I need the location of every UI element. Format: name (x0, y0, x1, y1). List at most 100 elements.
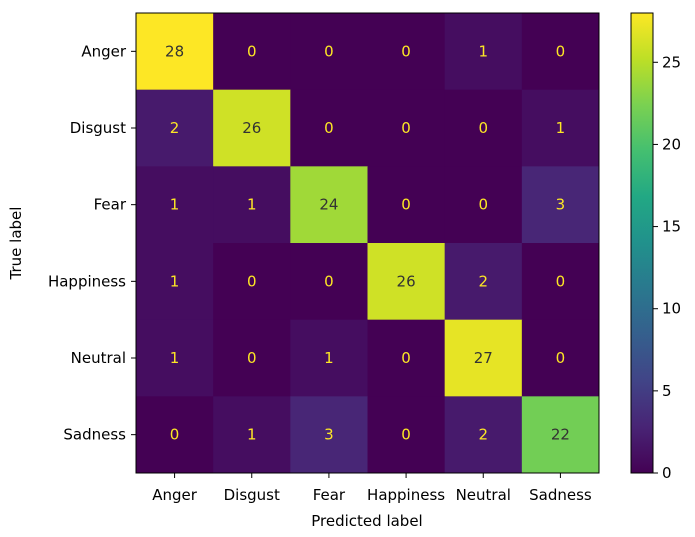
heatmap-cell (444, 89, 523, 167)
y-tick-label: Neutral (71, 349, 126, 367)
heatmap-cell (136, 89, 214, 167)
cell-value-label: 0 (556, 272, 566, 290)
cell-value-label: 2 (478, 272, 488, 290)
heatmap-cell (367, 166, 446, 244)
y-tick-label: Sadness (63, 426, 126, 444)
heatmap-cell (290, 166, 368, 244)
colorbar-tick-label: 10 (662, 300, 681, 318)
cell-value-label: 0 (324, 119, 334, 137)
heatmap-cell (136, 319, 214, 397)
y-axis-label: True label (7, 207, 25, 281)
colorbar-ticks: 0 5 10 15 20 25 (653, 53, 681, 482)
cell-value-label: 0 (324, 42, 334, 60)
cell-value-label: 2 (170, 119, 180, 137)
heatmap-cell (290, 396, 368, 474)
cell-value-label: 1 (170, 349, 180, 367)
heatmap-cell (521, 89, 600, 167)
heatmap-cell (213, 396, 291, 474)
heatmap-cell (290, 13, 368, 91)
heatmap-cell (521, 166, 600, 244)
heatmap-cells (136, 13, 600, 474)
cell-value-label: 0 (401, 119, 411, 137)
heatmap-cell (521, 319, 600, 397)
heatmap-cell (444, 243, 523, 321)
heatmap-cell (213, 166, 291, 244)
colorbar-tick-label: 0 (662, 464, 672, 482)
cell-value-label: 1 (247, 426, 257, 444)
colorbar-tick-label: 15 (662, 218, 681, 236)
y-tick-label: Happiness (48, 272, 126, 290)
x-tick-label: Disgust (224, 486, 280, 504)
heatmap-cell (213, 89, 291, 167)
cell-value-label: 1 (170, 196, 180, 214)
heatmap-cell (521, 13, 600, 91)
heatmap-cell (136, 166, 214, 244)
cell-value-label: 0 (556, 42, 566, 60)
heatmap-cell (367, 319, 446, 397)
heatmap-cell (367, 243, 446, 321)
cell-value-label: 24 (319, 196, 338, 214)
y-tick-label: Disgust (70, 119, 126, 137)
colorbar-tick-label: 5 (662, 382, 672, 400)
x-axis-ticks: Anger Disgust Fear Happiness Neutral Sadness (152, 473, 592, 504)
cell-value-label: 1 (170, 272, 180, 290)
cell-value-labels: 28 0 0 0 1 0 2 26 0 0 0 1 1 1 24 0 0 3 1 0 0 26 2 0 1 0 1 0 27 0 0 1 3 0 2… (165, 42, 570, 443)
x-tick-label: Sadness (529, 486, 592, 504)
cell-value-label: 0 (556, 349, 566, 367)
heatmap-cell (521, 396, 600, 474)
cell-value-label: 0 (401, 196, 411, 214)
cell-value-label: 22 (551, 426, 570, 444)
heatmap-cell (290, 319, 368, 397)
colorbar-tick-label: 20 (662, 135, 681, 153)
cell-value-label: 26 (397, 272, 416, 290)
x-tick-label: Neutral (456, 486, 511, 504)
heatmap-cell (136, 243, 214, 321)
heatmap-cell (290, 243, 368, 321)
heatmap-cell (444, 166, 523, 244)
heatmap-cell (444, 396, 523, 474)
heatmap-cell (367, 89, 446, 167)
y-tick-label: Anger (81, 42, 127, 60)
cell-value-label: 26 (242, 119, 261, 137)
plot-frame (135, 12, 600, 474)
x-tick-label: Anger (152, 486, 198, 504)
cell-value-label: 1 (324, 349, 334, 367)
cell-value-label: 0 (401, 426, 411, 444)
heatmap-cell (521, 243, 600, 321)
heatmap-cell (444, 13, 523, 91)
cell-value-label: 0 (324, 272, 334, 290)
y-axis-ticks: Anger Disgust Fear Happiness Neutral Sadness (48, 42, 136, 444)
y-tick-label: Fear (94, 196, 127, 214)
colorbar-frame (630, 12, 654, 474)
x-tick-label: Happiness (367, 486, 445, 504)
heatmap-cell (136, 13, 214, 91)
cell-value-label: 2 (478, 426, 488, 444)
heatmap-cell (213, 13, 291, 91)
x-axis-label: Predicted label (311, 512, 422, 530)
cell-value-label: 0 (401, 349, 411, 367)
cell-value-label: 0 (247, 42, 257, 60)
cell-value-label: 0 (170, 426, 180, 444)
heatmap-cell (213, 243, 291, 321)
cell-value-label: 1 (478, 42, 488, 60)
cell-value-label: 0 (247, 272, 257, 290)
cell-value-label: 28 (165, 42, 184, 60)
cell-value-label: 27 (474, 349, 493, 367)
cell-value-label: 3 (324, 426, 334, 444)
cell-value-label: 0 (478, 196, 488, 214)
colorbar (631, 13, 653, 473)
heatmap-cell (444, 319, 523, 397)
heatmap-cell (136, 396, 214, 474)
colorbar-tick-label: 25 (662, 53, 681, 71)
cell-value-label: 1 (247, 196, 257, 214)
x-tick-label: Fear (313, 486, 346, 504)
heatmap-cell (213, 319, 291, 397)
heatmap-cell (367, 396, 446, 474)
cell-value-label: 0 (401, 42, 411, 60)
cell-value-label: 1 (556, 119, 566, 137)
heatmap-cell (290, 89, 368, 167)
heatmap-cell (367, 13, 446, 91)
cell-value-label: 0 (247, 349, 257, 367)
cell-value-label: 0 (478, 119, 488, 137)
